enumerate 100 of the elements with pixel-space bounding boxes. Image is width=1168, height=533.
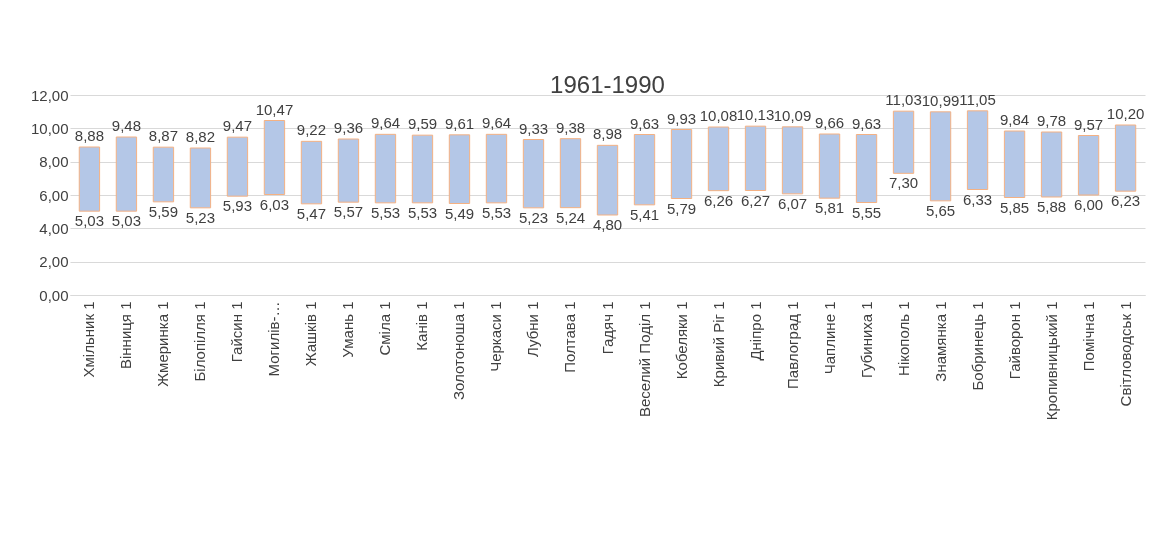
bar — [781, 126, 804, 195]
x-tick-label: Помічна 1 — [1079, 301, 1097, 372]
annotation: 5,41 — [629, 205, 660, 223]
x-tick-label: Золотоноша 1 — [450, 301, 468, 401]
annotation: 9,93 — [666, 109, 697, 127]
annotation: 5,59 — [148, 202, 179, 220]
annotation: 10,09 — [773, 106, 812, 124]
annotation: 5,23 — [518, 208, 549, 226]
annotation: 6,33 — [962, 190, 993, 208]
annotation: 9,36 — [333, 119, 364, 136]
x-tick-label: Нікополь 1 — [894, 301, 912, 376]
annotation: 7,30 — [888, 174, 919, 192]
annotation: 6,23 — [1110, 192, 1141, 210]
x-tick-label: Лубни 1 — [524, 301, 542, 357]
x-tick-label: Губиниха 1 — [857, 301, 875, 379]
bar — [892, 110, 915, 174]
y-tick-label: 10,00 — [30, 119, 69, 137]
x-tick-label: Черкаси 1 — [487, 301, 505, 372]
x-tick-label: Гадяч 1 — [598, 301, 616, 355]
bar — [1077, 135, 1100, 196]
y-tick-label: 0,00 — [39, 286, 69, 304]
x-tick-label: Канів 1 — [413, 301, 431, 351]
bar — [337, 138, 360, 203]
x-tick-label: Кривий Ріг 1 — [709, 301, 727, 388]
bar — [374, 133, 397, 204]
annotation: 5,03 — [74, 212, 105, 230]
x-tick-label: Чаплине 1 — [820, 301, 838, 375]
bar — [929, 111, 952, 202]
bar — [411, 134, 434, 204]
annotation: 6,07 — [777, 194, 808, 212]
annotation: 5,53 — [370, 203, 401, 221]
y-tick-label: 4,00 — [39, 219, 69, 237]
bar — [670, 129, 693, 199]
annotation: 5,55 — [851, 203, 882, 221]
annotation: 10,99 — [921, 91, 960, 109]
annotation: 9,64 — [481, 114, 512, 132]
bar — [300, 140, 323, 205]
annotation: 6,03 — [259, 195, 290, 213]
annotation: 5,57 — [333, 203, 364, 221]
annotation: 11,03 — [885, 91, 922, 109]
annotation: 5,65 — [925, 201, 956, 219]
y-tick-label: 2,00 — [39, 253, 69, 271]
annotation: 6,26 — [703, 191, 734, 209]
x-tick-label: Бобринець 1 — [968, 301, 986, 391]
bar — [966, 110, 989, 190]
x-tick-label: Гайсин 1 — [228, 301, 246, 363]
annotation: 5,93 — [222, 197, 253, 215]
x-tick-label: Кропивницький 1 — [1042, 301, 1060, 421]
annotation: 9,33 — [518, 119, 549, 137]
annotation: 5,23 — [185, 208, 216, 226]
annotation: 10,47 — [255, 100, 294, 118]
annotation: 5,53 — [481, 203, 512, 221]
annotation: 9,63 — [629, 114, 660, 132]
annotation: 10,13 — [736, 106, 775, 124]
annotation: 9,38 — [555, 118, 586, 136]
bar — [855, 134, 878, 203]
bar — [226, 136, 249, 197]
annotation: 11,05 — [959, 90, 996, 108]
bar — [189, 147, 212, 209]
bar — [152, 146, 175, 203]
bar — [1003, 130, 1026, 198]
bar — [633, 134, 656, 206]
x-tick-label: Дніпро 1 — [746, 301, 764, 361]
annotation: 8,82 — [185, 128, 216, 145]
x-tick-label: Кобеляки 1 — [672, 301, 690, 380]
x-tick-label: Вінниця 1 — [117, 301, 135, 370]
annotation: 5,85 — [999, 198, 1030, 216]
annotation: 9,61 — [444, 114, 475, 132]
annotation: 5,24 — [555, 208, 586, 226]
annotation: 9,48 — [111, 117, 142, 134]
bar — [1040, 131, 1063, 198]
annotation: 9,78 — [1036, 112, 1067, 129]
x-tick-label: Павлоград 1 — [783, 301, 801, 389]
chart-title: 1961-1990 — [550, 71, 665, 98]
bar — [522, 139, 545, 209]
x-tick-label: Білопілля 1 — [191, 301, 209, 382]
annotation: 9,22 — [296, 121, 327, 139]
x-tick-label: Світловодськ 1 — [1116, 301, 1134, 407]
annotation: 8,98 — [592, 125, 623, 143]
x-tick-label: Хмільник 1 — [80, 301, 98, 378]
annotation: 10,20 — [1106, 105, 1145, 122]
bar — [485, 133, 508, 204]
annotation: 9,66 — [814, 114, 845, 131]
bar — [559, 138, 582, 209]
annotation: 8,88 — [74, 127, 105, 144]
bar — [448, 134, 471, 204]
annotation: 9,59 — [407, 115, 438, 133]
annotation: 5,81 — [814, 199, 845, 217]
bar — [707, 126, 730, 192]
annotation: 9,63 — [851, 114, 882, 132]
bar — [596, 144, 619, 216]
x-tick-label: Жашків 1 — [302, 301, 320, 367]
annotation: 9,47 — [222, 117, 253, 135]
annotation: 5,88 — [1036, 198, 1067, 215]
bar — [1114, 124, 1137, 192]
bar — [263, 120, 286, 195]
x-tick-label: Веселий Поділ 1 — [635, 301, 653, 418]
annotation: 4,80 — [592, 216, 623, 233]
x-tick-label: Жмеринка 1 — [154, 301, 172, 387]
annotation: 9,84 — [999, 111, 1030, 128]
